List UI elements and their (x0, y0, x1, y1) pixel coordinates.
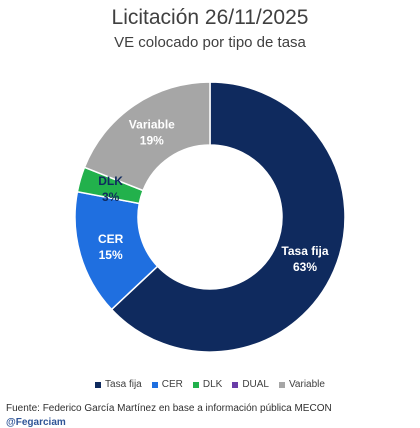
donut-slices (74, 81, 346, 353)
slice-label-variable: Variable 19% (129, 117, 175, 147)
legend-item-cer: CER (151, 379, 183, 390)
legend-swatch (279, 381, 285, 388)
legend-swatch (95, 381, 102, 388)
legend-label: Variable (289, 379, 325, 390)
legend-swatch (232, 381, 239, 388)
source-note: Fuente: Federico García Martínez en base… (6, 403, 332, 414)
slice-value-label: 19% (140, 133, 164, 147)
legend-item-dual: DUAL (232, 379, 269, 390)
slice-tasa-fija (110, 81, 346, 353)
donut-slice-labels: Tasa fija 63% CER 15% DLK 3% Variable 19% (98, 117, 329, 274)
legend-label: DLK (202, 379, 223, 390)
slice-category-label: Variable (129, 117, 175, 131)
slice-value-label: 15% (99, 248, 123, 262)
legend-label: CER (161, 379, 183, 390)
chart-subtitle: VE colocado por tipo de tasa (114, 34, 306, 51)
donut-chart: Tasa fija 63% CER 15% DLK 3% Variable 19% (74, 81, 346, 353)
legend-item-tasa-fija: Tasa fija (95, 379, 142, 390)
chart-legend: Tasa fija CER DLK DUAL Variable (0, 379, 420, 390)
slice-category-label: Tasa fija (281, 244, 328, 258)
slice-value-label: 3% (102, 190, 120, 204)
slice-label-tasa-fija: Tasa fija 63% (281, 244, 328, 274)
author-handle[interactable]: @Fegarciam (6, 417, 66, 428)
legend-item-dlk: DLK (192, 379, 223, 390)
slice-label-cer: CER 15% (98, 232, 124, 262)
chart-title: Licitación 26/11/2025 (111, 6, 309, 29)
slice-variable (83, 81, 211, 192)
legend-label: DUAL (242, 379, 269, 390)
slice-category-label: CER (98, 232, 124, 246)
legend-item-variable: Variable (279, 379, 325, 390)
legend-label: Tasa fija (105, 379, 142, 390)
legend-swatch (192, 381, 199, 388)
legend-swatch (151, 381, 158, 388)
slice-category-label: DLK (98, 174, 123, 188)
slice-value-label: 63% (293, 260, 317, 274)
slice-label-dlk: DLK 3% (98, 174, 123, 204)
